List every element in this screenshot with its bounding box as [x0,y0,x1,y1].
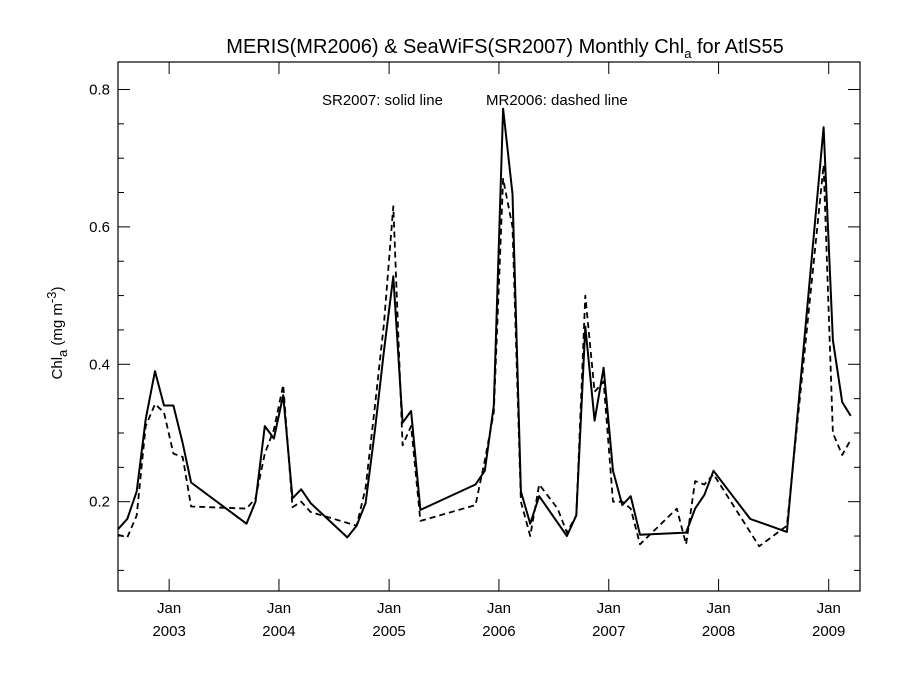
x-tick-year-label: 2007 [592,623,625,640]
y-axis-label-close: ) [49,287,66,292]
y-axis-label-main: Chl [49,357,66,380]
x-tick-year-label: 2004 [262,623,295,640]
y-axis-label-subscript: a [55,349,70,357]
x-tick-month-label: Jan [597,600,621,617]
x-tick-year-label: 2003 [152,623,185,640]
x-tick-year-label: 2006 [482,623,515,640]
annotation-dashed: MR2006: dashed line [486,92,628,109]
x-tick-month-label: Jan [267,600,291,617]
x-tick-month-label: Jan [706,600,730,617]
y-axis-ticks: 0.2 0.4 0.6 0.8 [89,81,860,511]
y-tick-label: 0.8 [89,81,110,98]
x-tick-month-label: Jan [817,600,841,617]
x-tick-year-label: 2005 [372,623,405,640]
x-tick-year-label: 2008 [702,623,735,640]
minor-ticks [118,123,860,571]
x-tick-month-label: Jan [377,600,401,617]
x-tick-year-label: 2009 [812,623,845,640]
series-line-mr2006 [117,164,852,548]
y-axis-label-units: (mg m [49,303,66,350]
plot-frame [117,61,861,592]
chart-title-main: MERIS(MR2006) & SeaWiFS(SR2007) Monthly … [226,36,684,58]
plot-lines [117,107,852,548]
chart-title-subscript: a [684,46,692,61]
y-tick-label: 0.6 [89,219,110,236]
y-axis-label-superscript: -3 [44,292,59,304]
y-tick-label: 0.4 [89,356,110,373]
chart-title: MERIS(MR2006) & SeaWiFS(SR2007) Monthly … [226,36,783,61]
chart-title-suffix: for AtlS55 [691,36,783,58]
y-axis-label: Chla (mg m-3) [44,287,70,380]
annotation-solid: SR2007: solid line [322,92,443,109]
y-tick-label: 0.2 [89,494,110,511]
x-axis-ticks: Jan 2003 Jan 2004 Jan 2005 Jan 2006 Jan 2007 Jan 20… [152,62,845,640]
series-line-sr2007 [117,107,852,539]
x-tick-month-label: Jan [487,600,511,617]
x-tick-month-label: Jan [157,600,181,617]
